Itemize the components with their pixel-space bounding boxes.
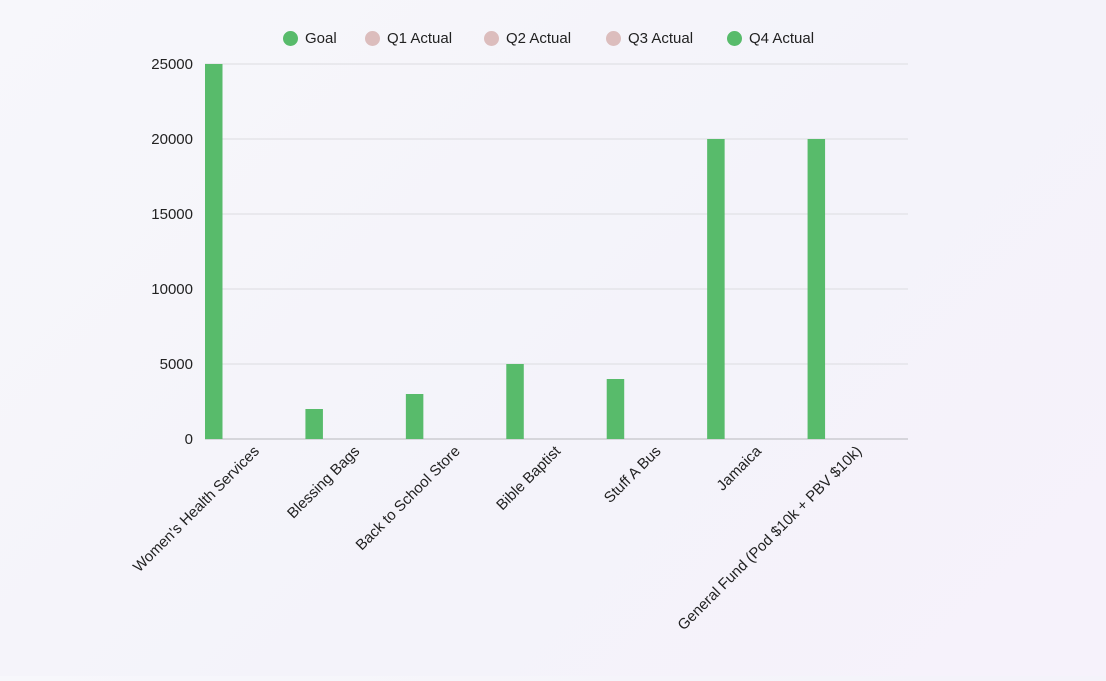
y-tick-label: 10000 [151, 281, 193, 298]
x-tick-label: Stuff A Bus [601, 443, 665, 507]
legend-swatch [283, 30, 298, 46]
y-tick-label: 0 [185, 431, 193, 448]
x-tick-label: Back to School Store [353, 443, 464, 554]
legend-swatch [606, 30, 621, 46]
bar [707, 139, 725, 439]
legend-label: Q1 Actual [387, 29, 453, 47]
x-tick-label: General Fund (Pod $10k + PBV $10k) [674, 443, 865, 634]
legend-item[interactable]: Q2 Actual [484, 27, 571, 49]
legend-item[interactable]: Q3 Actual [606, 27, 693, 49]
bar [606, 379, 625, 439]
x-tick-label: Women's Health Services [130, 443, 263, 576]
x-tick-label: Bible Baptist [493, 442, 565, 514]
x-tick-label: Blessing Bags [284, 443, 363, 522]
bar [506, 364, 524, 439]
chart-legend: Goal Q1 Actual Q2 Actual Q3 Actual Q4 Actual [0, 27, 1106, 49]
legend-label: Q4 Actual [749, 29, 815, 47]
legend-swatch [365, 30, 380, 46]
y-tick-label: 15000 [151, 206, 193, 223]
bar [205, 64, 223, 439]
legend-swatch [484, 30, 499, 46]
bar [807, 139, 826, 439]
bar [405, 394, 424, 439]
legend-swatch [727, 30, 742, 46]
x-tick-label: Jamaica [713, 442, 765, 494]
legend-item[interactable]: Q1 Actual [365, 27, 452, 49]
legend-label: Goal [305, 29, 337, 47]
y-tick-label: 5000 [160, 356, 193, 373]
legend-label: Q3 Actual [628, 29, 694, 47]
legend-item[interactable]: Q4 Actual [727, 27, 814, 49]
legend-label: Q2 Actual [506, 29, 572, 47]
y-tick-label: 20000 [151, 131, 193, 148]
legend-item[interactable]: Goal [283, 27, 337, 49]
y-tick-label: 25000 [151, 56, 193, 73]
bar [305, 409, 323, 439]
